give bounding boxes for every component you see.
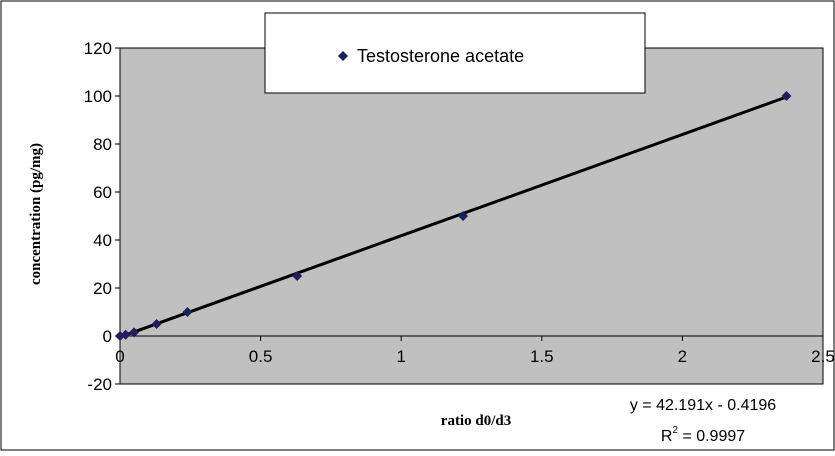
- y-tick-label: 0: [103, 327, 112, 346]
- data-point: [781, 91, 792, 101]
- x-tick-label: 2: [678, 347, 687, 366]
- data-point: [120, 329, 131, 340]
- y-tick-label: 80: [93, 135, 112, 154]
- data-point: [292, 271, 303, 281]
- legend-box: [264, 12, 646, 94]
- y-tick-label: 120: [84, 39, 112, 58]
- data-points-layer: [115, 91, 792, 341]
- trendline: [119, 95, 787, 339]
- y-tick-label: 60: [93, 183, 112, 202]
- x-tick-label: 0.5: [249, 347, 273, 366]
- legend-diamond-icon: [338, 51, 348, 61]
- y-axis-title: concentration (pg/mg): [28, 143, 44, 285]
- x-tick-label: 0: [115, 347, 124, 366]
- x-axis-ticks: 0 0.5 1 1.5 2 2.5: [115, 336, 835, 366]
- legend-label: Testosterone acetate: [357, 46, 524, 66]
- r-squared-label: R2 = 0.9997: [661, 425, 745, 445]
- y-tick-label: 40: [93, 231, 112, 250]
- plot-area: [119, 47, 824, 385]
- data-point: [182, 307, 193, 317]
- x-tick-label: 1.5: [530, 347, 554, 366]
- y-tick-label: 100: [84, 87, 112, 106]
- data-point: [151, 319, 162, 329]
- trendline-layer: [119, 95, 787, 339]
- y-axis-ticks: -20 0 20 40 60 80 100 120: [84, 39, 120, 394]
- x-axis-title: ratio d0/d3: [441, 413, 511, 429]
- x-tick-label: 2.5: [811, 347, 835, 366]
- legend: Testosterone acetate: [264, 12, 646, 94]
- trendline-equation: y = 42.191x - 0.4196: [630, 397, 776, 414]
- y-tick-label: 20: [93, 279, 112, 298]
- data-point: [129, 327, 140, 338]
- y-tick-label: -20: [87, 375, 112, 394]
- data-point: [458, 211, 469, 221]
- x-tick-label: 1: [396, 347, 405, 366]
